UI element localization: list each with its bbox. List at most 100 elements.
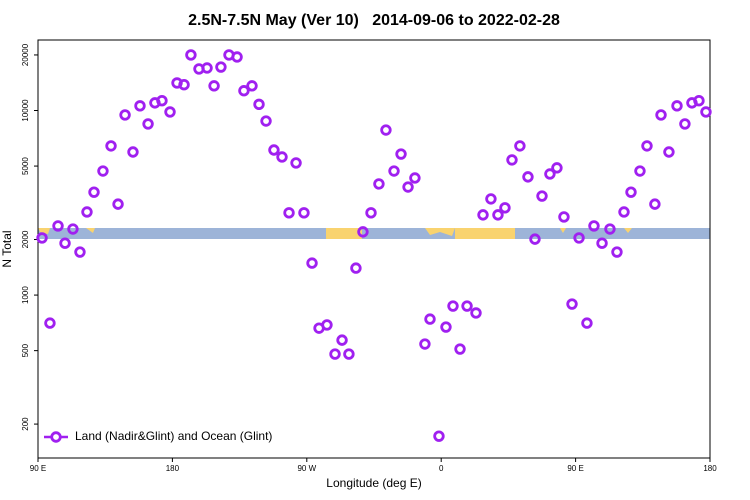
point — [59, 237, 71, 249]
land-band — [560, 228, 566, 233]
point — [573, 232, 585, 244]
ocean-band — [38, 228, 710, 239]
y-tick-label: 500 — [21, 343, 30, 357]
point — [634, 165, 646, 177]
point — [380, 124, 392, 136]
point — [52, 220, 64, 232]
point — [164, 106, 176, 118]
point — [112, 198, 124, 210]
point — [514, 140, 526, 152]
point — [551, 162, 563, 174]
legend-marker — [50, 431, 62, 443]
point — [201, 62, 213, 74]
point — [336, 334, 348, 346]
point — [536, 190, 548, 202]
point — [44, 317, 56, 329]
y-axis-label: N Total — [0, 230, 14, 267]
point — [142, 118, 154, 130]
point — [581, 317, 593, 329]
point — [215, 61, 227, 73]
point — [321, 319, 333, 331]
point — [268, 144, 280, 156]
land-band — [425, 228, 455, 236]
point — [558, 211, 570, 223]
land-band — [455, 228, 515, 239]
point — [306, 257, 318, 269]
point — [409, 172, 421, 184]
point — [663, 146, 675, 158]
chart-title: 2.5N-7.5N May (Ver 10) 2014-09-06 to 202… — [188, 12, 560, 29]
legend-label: Land (Nadir&Glint) and Ocean (Glint) — [75, 429, 272, 443]
point — [402, 181, 414, 193]
point — [477, 209, 489, 221]
point — [365, 207, 377, 219]
point — [700, 106, 712, 118]
land-band — [86, 228, 95, 233]
point — [440, 321, 452, 333]
point — [522, 171, 534, 183]
y-tick-label: 10000 — [21, 99, 30, 122]
point — [134, 100, 146, 112]
point — [461, 300, 473, 312]
point — [81, 206, 93, 218]
point — [641, 140, 653, 152]
point — [529, 233, 541, 245]
point — [470, 307, 482, 319]
point — [105, 140, 117, 152]
x-tick-label: 90 E — [567, 464, 583, 473]
point — [276, 151, 288, 163]
point — [253, 98, 265, 111]
point — [231, 51, 243, 63]
point — [679, 118, 691, 130]
point — [419, 338, 431, 350]
point — [373, 178, 385, 190]
point — [238, 85, 250, 97]
y-tick-label: 200 — [21, 417, 30, 431]
point — [67, 223, 79, 235]
x-axis-label: Longitude (deg E) — [326, 476, 421, 490]
point — [485, 193, 497, 205]
point — [506, 154, 518, 166]
point — [246, 80, 258, 92]
point — [454, 343, 466, 355]
point — [343, 348, 355, 360]
land-ocean-band — [38, 228, 710, 239]
point — [649, 198, 661, 210]
land-band — [624, 228, 632, 233]
point — [596, 237, 608, 249]
point — [433, 430, 445, 442]
point — [260, 115, 272, 127]
land-band — [38, 228, 50, 234]
point — [97, 165, 109, 177]
point — [119, 109, 131, 121]
point — [127, 146, 139, 158]
point — [655, 109, 667, 121]
x-tick-label: 0 — [439, 464, 444, 473]
point — [611, 246, 623, 258]
point — [395, 148, 407, 160]
point — [566, 298, 578, 310]
point — [208, 80, 220, 92]
point — [298, 207, 310, 219]
point — [618, 206, 630, 218]
point — [499, 202, 511, 214]
point — [357, 226, 369, 238]
point — [329, 348, 341, 360]
point — [492, 209, 504, 221]
point — [88, 186, 100, 198]
point — [178, 78, 190, 91]
x-tick-label: 90 W — [297, 464, 316, 473]
point — [388, 165, 400, 177]
plot-frame — [37, 39, 711, 459]
point — [447, 300, 459, 312]
point — [588, 220, 600, 232]
point — [36, 232, 48, 244]
point — [544, 168, 556, 180]
point — [424, 313, 436, 325]
x-tick-label: 180 — [703, 464, 717, 473]
y-tick-label: 1000 — [21, 286, 30, 304]
point — [604, 223, 616, 235]
point — [625, 186, 637, 198]
point — [74, 246, 86, 258]
